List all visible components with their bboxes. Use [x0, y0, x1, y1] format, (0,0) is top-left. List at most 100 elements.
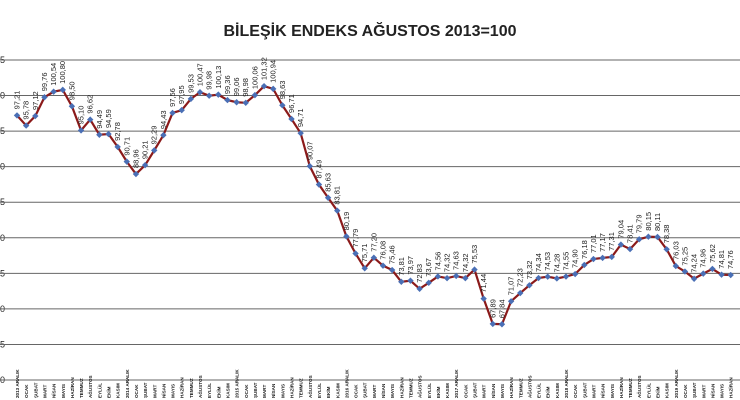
x-tick-label: OCAK: [573, 384, 578, 398]
marker: [169, 109, 176, 117]
data-label: 97,12: [31, 91, 40, 110]
x-tick-label: MART: [372, 385, 377, 398]
data-label: 73,67: [424, 258, 433, 277]
data-label: 80,15: [644, 212, 653, 231]
x-tick-label: MAYIS: [171, 384, 176, 398]
x-tick-label: OCAK: [134, 384, 139, 398]
marker: [434, 273, 442, 280]
data-label: 95,10: [77, 106, 86, 125]
x-tick-label: 2013 ARALIK: [15, 369, 20, 398]
x-tick-label: EYLÜL: [206, 383, 212, 398]
data-label: 94,71: [296, 108, 305, 127]
x-tick-label: ŞUBAT: [33, 382, 38, 398]
data-label: 74,81: [717, 250, 726, 269]
data-label: 74,63: [452, 251, 461, 270]
data-label: 75,62: [708, 244, 717, 263]
marker: [544, 273, 551, 280]
data-label: 78,41: [626, 224, 635, 243]
data-label: 97,56: [168, 88, 177, 107]
x-tick-label: KASIM: [555, 383, 560, 398]
data-label: 74,24: [690, 254, 699, 273]
marker: [68, 103, 76, 110]
marker: [352, 250, 359, 257]
marker: [370, 254, 378, 261]
marker: [361, 265, 368, 272]
marker: [160, 131, 167, 139]
data-label: 94,43: [159, 110, 168, 129]
marker: [498, 321, 506, 328]
marker: [709, 265, 716, 273]
marker: [270, 85, 277, 93]
x-tick-label: EYLÜL: [426, 383, 432, 398]
data-label: 74,32: [443, 253, 452, 272]
x-tick-label: TEMMUZ: [79, 378, 84, 398]
data-label: 100,94: [269, 60, 278, 83]
x-tick-label: EYLÜL: [316, 383, 322, 398]
marker: [453, 272, 460, 280]
data-label: 99,53: [186, 74, 195, 93]
data-label: 75,71: [360, 244, 369, 263]
marker: [22, 122, 30, 129]
marker: [251, 91, 259, 99]
data-label: 67,89: [488, 299, 497, 318]
x-tick-label: MAYIS: [61, 384, 66, 398]
marker: [215, 91, 222, 98]
data-label: 76,08: [379, 241, 388, 260]
data-label: 71,44: [479, 274, 488, 293]
x-tick-label: HAZİRAN: [728, 377, 734, 398]
x-tick-label: AĞUSTOS: [416, 375, 423, 398]
data-label: 98,98: [241, 78, 250, 97]
x-tick-label: ŞUBAT: [473, 382, 478, 398]
data-label: 74,34: [534, 253, 543, 272]
data-label: 88,96: [131, 149, 140, 168]
x-tick-label: AĞUSTOS: [196, 375, 203, 398]
x-tick-label: HAZİRAN: [69, 377, 75, 398]
x-tick-label: HAZİRAN: [398, 377, 404, 398]
marker: [535, 274, 542, 282]
marker: [480, 295, 487, 302]
marker: [636, 236, 643, 243]
marker: [196, 89, 204, 96]
x-tick-label: TEMMUZ: [299, 378, 304, 398]
marker: [590, 255, 597, 263]
x-tick-label: AĞUSTOS: [306, 375, 313, 398]
marker: [407, 277, 414, 284]
data-label: 77,31: [607, 232, 616, 251]
x-tick-label: MAYIS: [610, 384, 615, 398]
marker: [288, 115, 295, 123]
marker: [425, 279, 432, 286]
marker: [242, 99, 249, 107]
marker: [224, 96, 231, 104]
x-tick-label: 2019 ARALIK: [674, 369, 679, 398]
marker: [443, 274, 451, 282]
data-label: 67,84: [497, 299, 506, 318]
marker: [526, 282, 533, 289]
data-label: 73,32: [525, 260, 534, 279]
data-label: 76,03: [671, 241, 680, 260]
marker: [471, 266, 478, 273]
data-label: 77,79: [351, 229, 360, 248]
data-label: 74,76: [726, 250, 735, 269]
x-tick-label: EYLÜL: [96, 383, 102, 398]
x-tick-label: MAYIS: [720, 384, 725, 398]
data-label: 74,28: [552, 254, 561, 273]
x-tick-label: HAZİRAN: [179, 377, 185, 398]
marker: [279, 102, 286, 109]
data-label: 94,59: [104, 109, 113, 128]
marker: [645, 233, 652, 240]
data-label: 75,25: [680, 247, 689, 266]
data-label: 96,62: [86, 95, 95, 114]
marker: [178, 106, 185, 114]
x-tick-label: KASIM: [445, 383, 450, 398]
marker: [718, 271, 725, 278]
x-tick-label: 2016 ARALIK: [344, 369, 349, 398]
marker: [260, 82, 268, 90]
data-label: 79,04: [616, 220, 625, 239]
marker: [77, 127, 85, 134]
data-label: 75,53: [470, 245, 479, 264]
x-tick-label: TEMMUZ: [628, 378, 633, 398]
marker: [187, 95, 195, 103]
marker: [379, 262, 387, 269]
x-tick-label: OCAK: [683, 384, 688, 398]
